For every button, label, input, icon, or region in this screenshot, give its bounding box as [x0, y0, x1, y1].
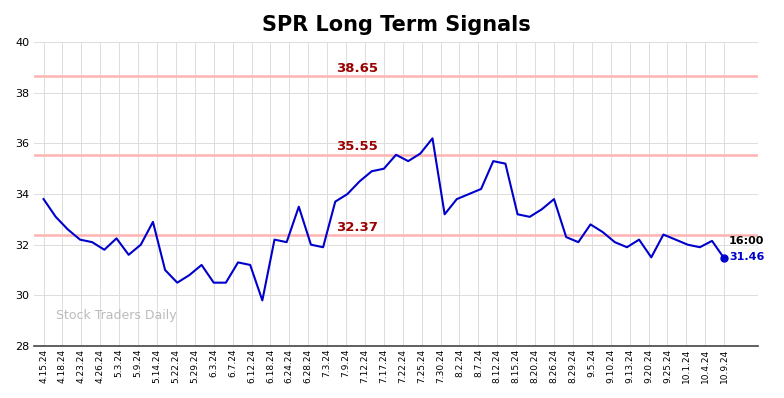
Text: Stock Traders Daily: Stock Traders Daily [56, 309, 176, 322]
Text: 16:00: 16:00 [729, 236, 764, 246]
Text: 35.55: 35.55 [336, 140, 378, 153]
Text: 31.46: 31.46 [729, 252, 764, 261]
Text: 32.37: 32.37 [336, 221, 378, 234]
Title: SPR Long Term Signals: SPR Long Term Signals [262, 15, 531, 35]
Text: 38.65: 38.65 [336, 62, 378, 75]
